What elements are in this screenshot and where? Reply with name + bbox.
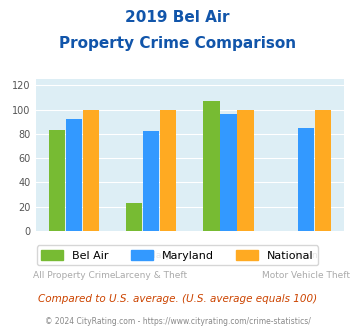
Text: Burglary: Burglary: [132, 251, 170, 260]
Bar: [203, 101, 220, 231]
Text: 2019 Bel Air: 2019 Bel Air: [125, 10, 230, 25]
Text: Motor Vehicle Theft: Motor Vehicle Theft: [262, 271, 350, 280]
Text: © 2024 CityRating.com - https://www.cityrating.com/crime-statistics/: © 2024 CityRating.com - https://www.city…: [45, 317, 310, 326]
Bar: [298, 128, 314, 231]
Text: Larceny & Theft: Larceny & Theft: [115, 271, 187, 280]
Text: Compared to U.S. average. (U.S. average equals 100): Compared to U.S. average. (U.S. average …: [38, 294, 317, 304]
Bar: [315, 110, 331, 231]
Bar: [66, 119, 82, 231]
Legend: Bel Air, Maryland, National: Bel Air, Maryland, National: [37, 246, 318, 265]
Bar: [83, 110, 99, 231]
Bar: [126, 203, 142, 231]
Text: Arson: Arson: [293, 251, 319, 260]
Bar: [143, 131, 159, 231]
Bar: [237, 110, 253, 231]
Text: All Property Crime: All Property Crime: [33, 271, 115, 280]
Bar: [49, 130, 65, 231]
Bar: [220, 115, 236, 231]
Text: Property Crime Comparison: Property Crime Comparison: [59, 36, 296, 51]
Bar: [160, 110, 176, 231]
